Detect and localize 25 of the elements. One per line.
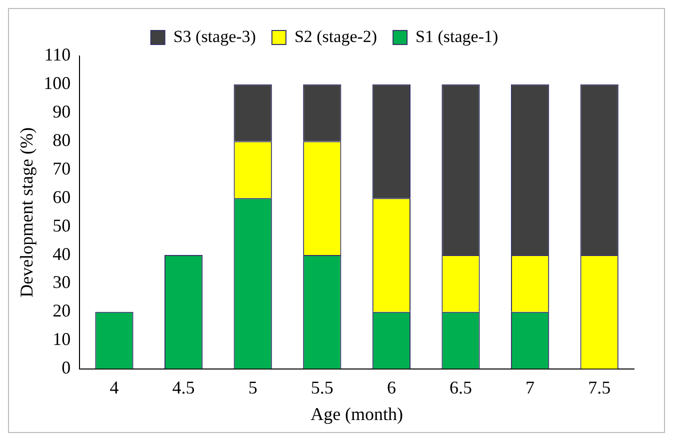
y-tick-label: 50: [52, 215, 71, 236]
x-tick-label: 5.5: [310, 377, 334, 398]
x-axis-title: Age (month): [310, 404, 404, 424]
y-tick-label: 30: [52, 272, 71, 292]
y-tick-label: 110: [44, 44, 71, 65]
legend-label: S1 (stage-1): [416, 26, 498, 46]
x-tick-label: 5: [248, 377, 258, 398]
y-tick-label: 20: [52, 300, 71, 321]
y-tick-label: 0: [62, 358, 71, 378]
y-tick-label: 40: [52, 244, 71, 264]
y-tick-label: 80: [52, 130, 71, 150]
x-tick-label: 6: [386, 377, 396, 398]
y-tick-label: 60: [52, 186, 71, 207]
y-tick-label: 70: [52, 158, 71, 178]
x-tick-label: 4.5: [172, 377, 195, 398]
legend-label: S3 (stage-3): [173, 26, 256, 46]
x-tick-label: 4: [110, 377, 119, 398]
y-axis-title: Development stage (%): [16, 127, 37, 298]
x-tick-label: 7.5: [588, 377, 611, 398]
x-tick-label: 7: [526, 377, 535, 398]
y-tick-label: 100: [44, 73, 71, 94]
legend-label: S2 (stage-2): [294, 26, 378, 46]
x-tick-label: 6.5: [450, 377, 472, 398]
y-tick-label: 90: [52, 102, 71, 122]
y-tick-label: 10: [52, 329, 71, 350]
